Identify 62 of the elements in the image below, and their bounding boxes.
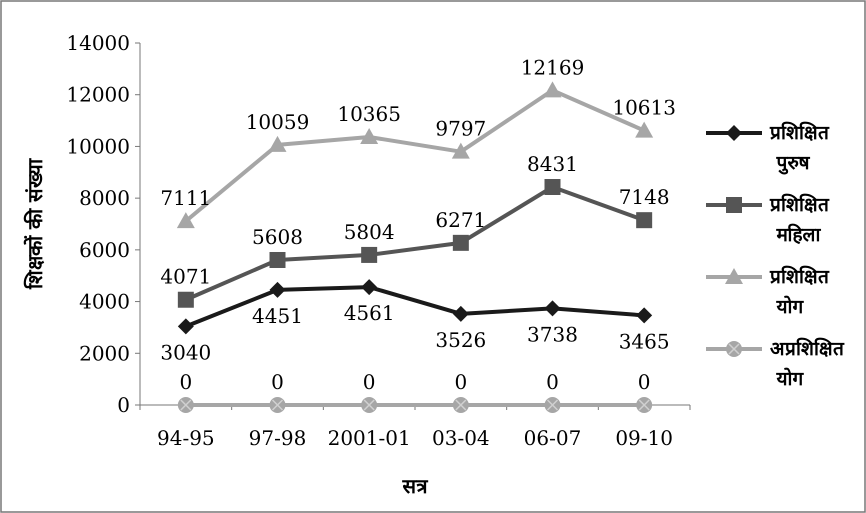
y-tick-label: 10000 — [66, 134, 130, 158]
data-label: 3040 — [160, 340, 212, 364]
y-tick-label: 4000 — [79, 290, 130, 314]
point — [544, 179, 560, 195]
data-label: 4451 — [252, 304, 303, 328]
data-label: 7148 — [618, 185, 670, 210]
x-tick-label: 94-95 — [157, 426, 215, 450]
point — [452, 234, 469, 251]
x-tick-label: 2001-01 — [328, 426, 411, 450]
data-label: 8431 — [527, 152, 578, 176]
data-label: 0 — [454, 370, 468, 394]
point — [178, 292, 194, 308]
point — [270, 282, 286, 298]
data-label: 0 — [638, 370, 651, 394]
point — [636, 307, 652, 324]
x-tick-label: 06-07 — [524, 426, 582, 450]
point — [268, 136, 286, 152]
data-label: 3526 — [435, 328, 486, 352]
point — [270, 252, 286, 268]
data-label: 10365 — [337, 102, 401, 126]
data-label: 0 — [271, 370, 284, 394]
point — [360, 128, 378, 144]
x-axis-title: सत्र — [402, 474, 428, 498]
data-label: 3465 — [618, 329, 670, 354]
y-tick-label: 2000 — [79, 341, 130, 366]
y-tick-label: 8000 — [79, 186, 130, 210]
point — [544, 300, 560, 316]
data-label: 10059 — [246, 110, 310, 134]
data-label: 12169 — [520, 55, 584, 80]
y-tick-label: 14000 — [66, 31, 130, 55]
legend-label: प्रशिक्षित पुरुष — [769, 121, 830, 175]
y-tick-label: 6000 — [79, 238, 130, 262]
point — [635, 122, 654, 138]
data-label: 5804 — [344, 220, 395, 244]
data-label: 10613 — [612, 96, 676, 120]
data-label: 0 — [546, 370, 559, 394]
data-label: 0 — [362, 370, 376, 394]
point — [361, 246, 378, 263]
point — [361, 279, 378, 296]
x-tick-label: 97-98 — [248, 426, 306, 450]
legend-label: प्रशिक्षित महिला — [769, 193, 830, 246]
point — [176, 212, 195, 228]
y-tick-label: 0 — [117, 393, 130, 417]
data-label: 0 — [179, 370, 192, 394]
point — [544, 81, 562, 98]
point — [452, 306, 469, 322]
data-label: 4561 — [344, 301, 395, 326]
y-axis-title: शिक्षकों की संख्या — [23, 158, 47, 290]
data-label: 3738 — [527, 322, 578, 346]
y-tick-label: 12000 — [66, 82, 130, 107]
data-label: 7111 — [160, 186, 212, 210]
x-tick-label: 03-04 — [432, 426, 490, 450]
x-tick-label: 09-10 — [615, 426, 673, 450]
legend-label: प्रशिक्षित योग — [769, 265, 830, 318]
data-label: 4071 — [160, 264, 212, 289]
data-label: 5608 — [252, 224, 303, 249]
legend-label: अप्रशिक्षित योग — [770, 337, 845, 390]
point — [452, 142, 470, 159]
data-label: 6271 — [435, 208, 486, 232]
point — [178, 318, 194, 334]
point — [636, 212, 652, 228]
data-label: 9797 — [435, 116, 486, 141]
